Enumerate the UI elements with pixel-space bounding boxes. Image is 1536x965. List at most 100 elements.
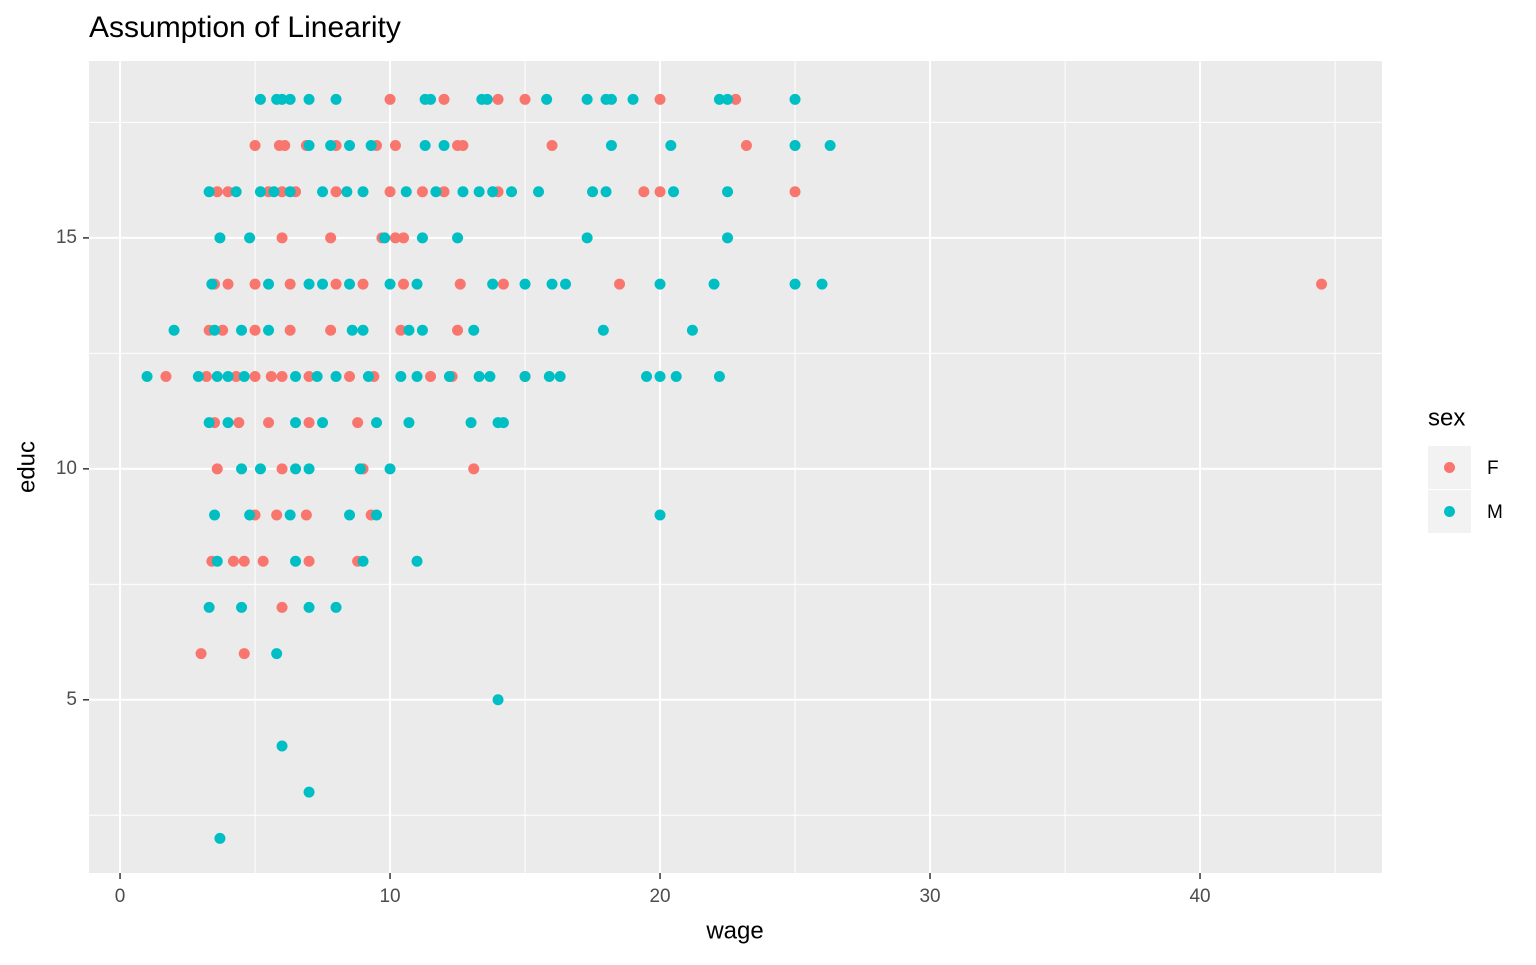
point — [300, 509, 312, 521]
point — [384, 186, 396, 198]
point — [554, 370, 566, 382]
point — [457, 140, 469, 152]
point — [290, 370, 302, 382]
point — [371, 509, 383, 521]
point — [303, 370, 315, 382]
point — [581, 93, 593, 105]
point — [238, 370, 250, 382]
point — [284, 509, 296, 521]
point — [211, 370, 223, 382]
point — [614, 278, 626, 290]
point — [222, 370, 234, 382]
point — [686, 324, 698, 336]
point — [325, 324, 337, 336]
point — [484, 370, 496, 382]
point — [276, 186, 288, 198]
point — [222, 417, 234, 429]
point — [265, 370, 277, 382]
point — [330, 601, 342, 613]
point — [268, 186, 280, 198]
point — [492, 93, 504, 105]
point — [203, 417, 215, 429]
point — [257, 555, 269, 567]
point — [203, 186, 215, 198]
point — [206, 278, 218, 290]
point — [581, 232, 593, 244]
point — [487, 186, 499, 198]
point — [284, 324, 296, 336]
point — [276, 232, 288, 244]
x-tick-label: 0 — [115, 886, 126, 907]
point — [395, 324, 407, 336]
point — [254, 463, 266, 475]
y-tick-label: 10 — [56, 458, 77, 479]
point — [740, 140, 752, 152]
point — [468, 324, 480, 336]
point — [403, 324, 415, 336]
point — [344, 278, 356, 290]
point — [227, 555, 239, 567]
point — [1316, 278, 1328, 290]
point — [654, 186, 666, 198]
point — [203, 601, 215, 613]
point — [276, 370, 288, 382]
point — [230, 186, 242, 198]
legend-label: M — [1487, 502, 1503, 523]
point — [416, 186, 428, 198]
point — [627, 93, 639, 105]
point — [670, 370, 682, 382]
point — [492, 694, 504, 706]
x-tick-label: 40 — [1189, 886, 1210, 907]
point — [317, 417, 329, 429]
point — [419, 140, 431, 152]
point — [330, 93, 342, 105]
point — [587, 186, 599, 198]
point — [303, 555, 315, 567]
point — [665, 140, 677, 152]
point — [244, 232, 256, 244]
point — [730, 93, 742, 105]
point — [276, 601, 288, 613]
point — [290, 555, 302, 567]
point — [443, 370, 455, 382]
point — [195, 648, 207, 660]
point — [311, 370, 323, 382]
legend-title: sex — [1428, 404, 1465, 431]
point — [284, 278, 296, 290]
y-tick-label: 15 — [56, 227, 77, 248]
point — [330, 278, 342, 290]
point — [211, 463, 223, 475]
point — [276, 740, 288, 752]
point — [168, 324, 180, 336]
point — [290, 417, 302, 429]
point — [284, 93, 296, 105]
point — [519, 93, 531, 105]
point — [238, 648, 250, 660]
point — [352, 417, 364, 429]
point — [425, 93, 437, 105]
point — [411, 555, 423, 567]
point — [468, 463, 480, 475]
point — [290, 463, 302, 475]
point — [303, 93, 315, 105]
point — [263, 324, 275, 336]
point — [192, 370, 204, 382]
point — [141, 370, 153, 382]
x-tick-label: 30 — [919, 886, 940, 907]
point — [365, 140, 377, 152]
point — [541, 93, 553, 105]
point — [344, 370, 356, 382]
point — [481, 93, 493, 105]
point — [271, 648, 283, 660]
point — [384, 463, 396, 475]
point — [303, 140, 315, 152]
point — [211, 555, 223, 567]
point — [416, 232, 428, 244]
point — [487, 278, 499, 290]
point — [533, 186, 545, 198]
point — [236, 324, 248, 336]
point — [668, 186, 680, 198]
point — [497, 278, 509, 290]
point — [519, 278, 531, 290]
